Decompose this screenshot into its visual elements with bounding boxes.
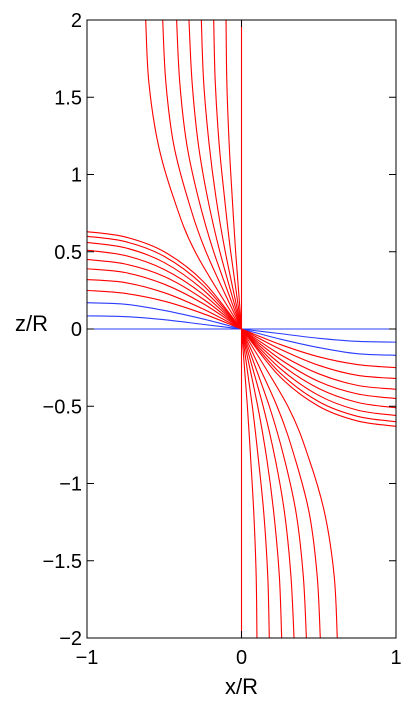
y-tick-label: −0.5 xyxy=(43,396,82,418)
y-tick-label: 1 xyxy=(71,165,82,187)
x-tick-label: 1 xyxy=(390,647,401,669)
tick-layer: −2 −1.5 −1 −0.5 0 0.5 1 1.5 2 −1 0 1 xyxy=(43,10,402,669)
series-layer xyxy=(86,19,397,639)
y-tick-label: 1.5 xyxy=(54,87,82,109)
x-tick-label: −1 xyxy=(76,647,99,669)
y-tick-label: −1.5 xyxy=(43,551,82,573)
y-tick-label: −2 xyxy=(59,628,82,650)
series-line-red-18 xyxy=(225,19,258,639)
y-tick-label: 2 xyxy=(71,10,82,32)
y-tick-label: −1 xyxy=(59,474,82,496)
x-axis-label: x/R xyxy=(225,674,258,699)
y-tick-label: 0 xyxy=(71,319,82,341)
y-tick-label: 0.5 xyxy=(54,242,82,264)
y-axis-label: z/R xyxy=(15,311,48,336)
x-tick-label: 0 xyxy=(236,647,247,669)
